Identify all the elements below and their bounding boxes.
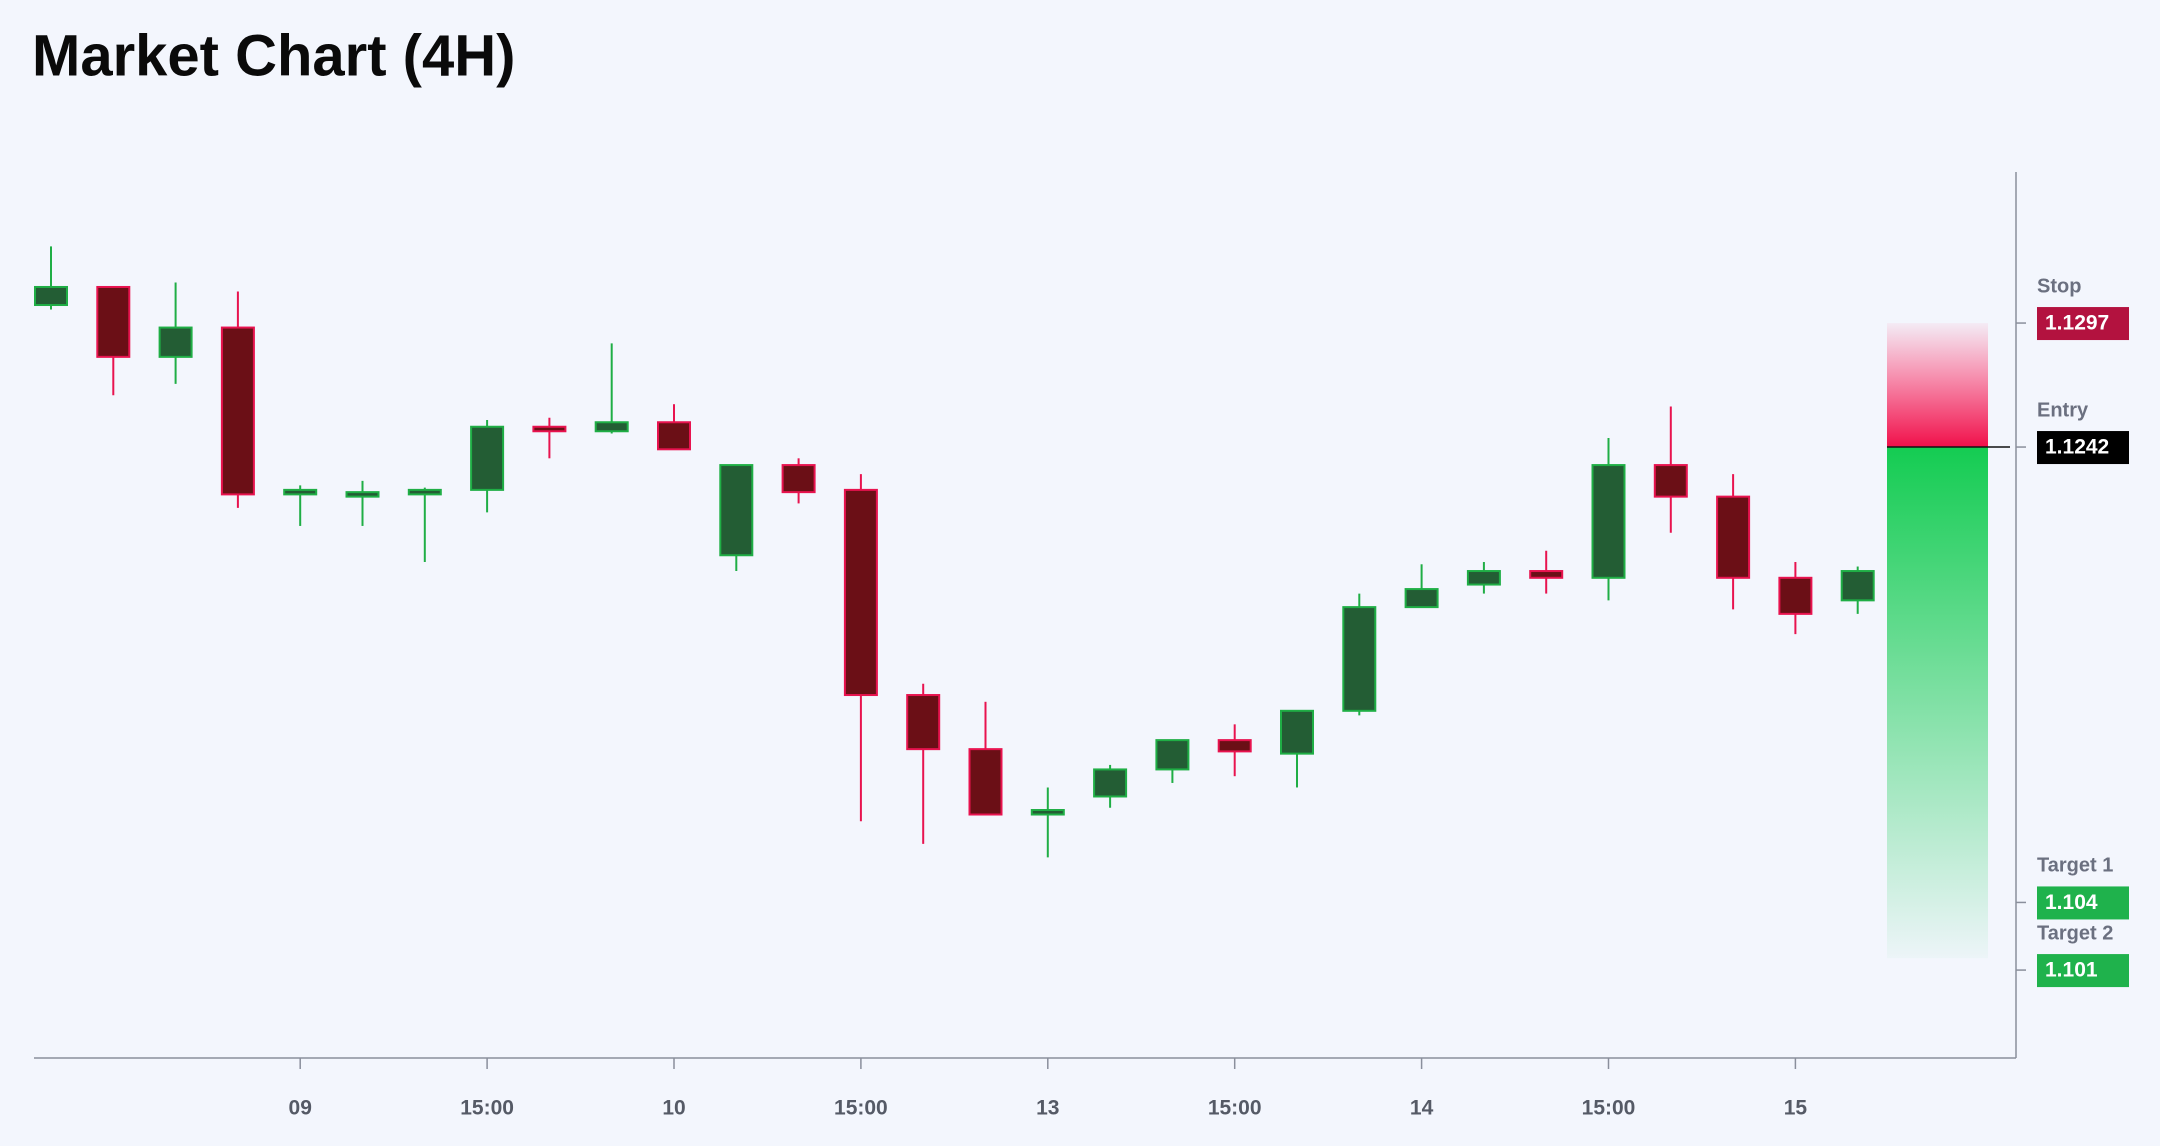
candle-body: [532, 425, 567, 433]
x-tick-label: 15:00: [460, 1097, 514, 1120]
candle-body: [1840, 570, 1875, 602]
level-name: Entry: [2037, 399, 2089, 421]
candle-body: [1155, 739, 1190, 771]
level-value: 1.1242: [2045, 436, 2109, 459]
candle-body: [1342, 606, 1377, 712]
x-tick-label: 14: [1410, 1097, 1434, 1120]
level-value: 1.101: [2045, 959, 2098, 982]
candle-body: [968, 748, 1003, 816]
level-badge: [2037, 431, 2129, 465]
x-tick-label: 09: [289, 1097, 312, 1120]
candle-body: [719, 464, 754, 557]
level-name: Target 2: [2037, 922, 2113, 944]
candle-body: [1217, 739, 1252, 753]
candle-body: [407, 488, 442, 496]
level-name: Stop: [2037, 275, 2081, 297]
candle-body: [158, 326, 193, 358]
candle-body: [781, 464, 816, 494]
candle-body: [1030, 809, 1065, 816]
level-badge: [2037, 954, 2129, 988]
candle-body: [34, 285, 68, 307]
candle-body: [594, 421, 629, 433]
chart-title: Market Chart (4H): [32, 23, 515, 88]
candle-body: [1280, 709, 1314, 755]
candle-body: [283, 488, 318, 496]
level-name: Target 1: [2037, 855, 2113, 877]
candle-body: [1466, 570, 1501, 586]
candle-body: [96, 285, 131, 358]
x-tick-label: 13: [1036, 1097, 1059, 1120]
candle-body: [906, 694, 941, 751]
level-value: 1.104: [2045, 891, 2098, 914]
x-tick-label: 15: [1784, 1097, 1808, 1120]
candle-body: [345, 491, 380, 498]
candle-body: [1093, 768, 1128, 798]
candle-body: [1716, 495, 1751, 579]
x-tick-label: 10: [662, 1097, 685, 1120]
candle-body: [1591, 464, 1626, 579]
x-tick-label: 15:00: [1582, 1097, 1636, 1120]
candle-body: [220, 326, 255, 496]
level-badge: [2037, 307, 2129, 341]
candle-body: [1404, 588, 1439, 609]
candle-body: [1529, 570, 1564, 579]
candle-body: [1653, 464, 1688, 498]
level-value: 1.1297: [2045, 312, 2109, 335]
stop-zone: [1887, 323, 1988, 448]
candle-body: [657, 421, 691, 451]
candle-body: [470, 425, 505, 491]
candle-body: [843, 488, 878, 697]
level-badge: [2037, 886, 2129, 920]
target-zone: [1887, 447, 1988, 959]
x-tick-label: 15:00: [834, 1097, 888, 1120]
x-tick-label: 15:00: [1208, 1097, 1262, 1120]
candle-body: [1778, 576, 1813, 615]
